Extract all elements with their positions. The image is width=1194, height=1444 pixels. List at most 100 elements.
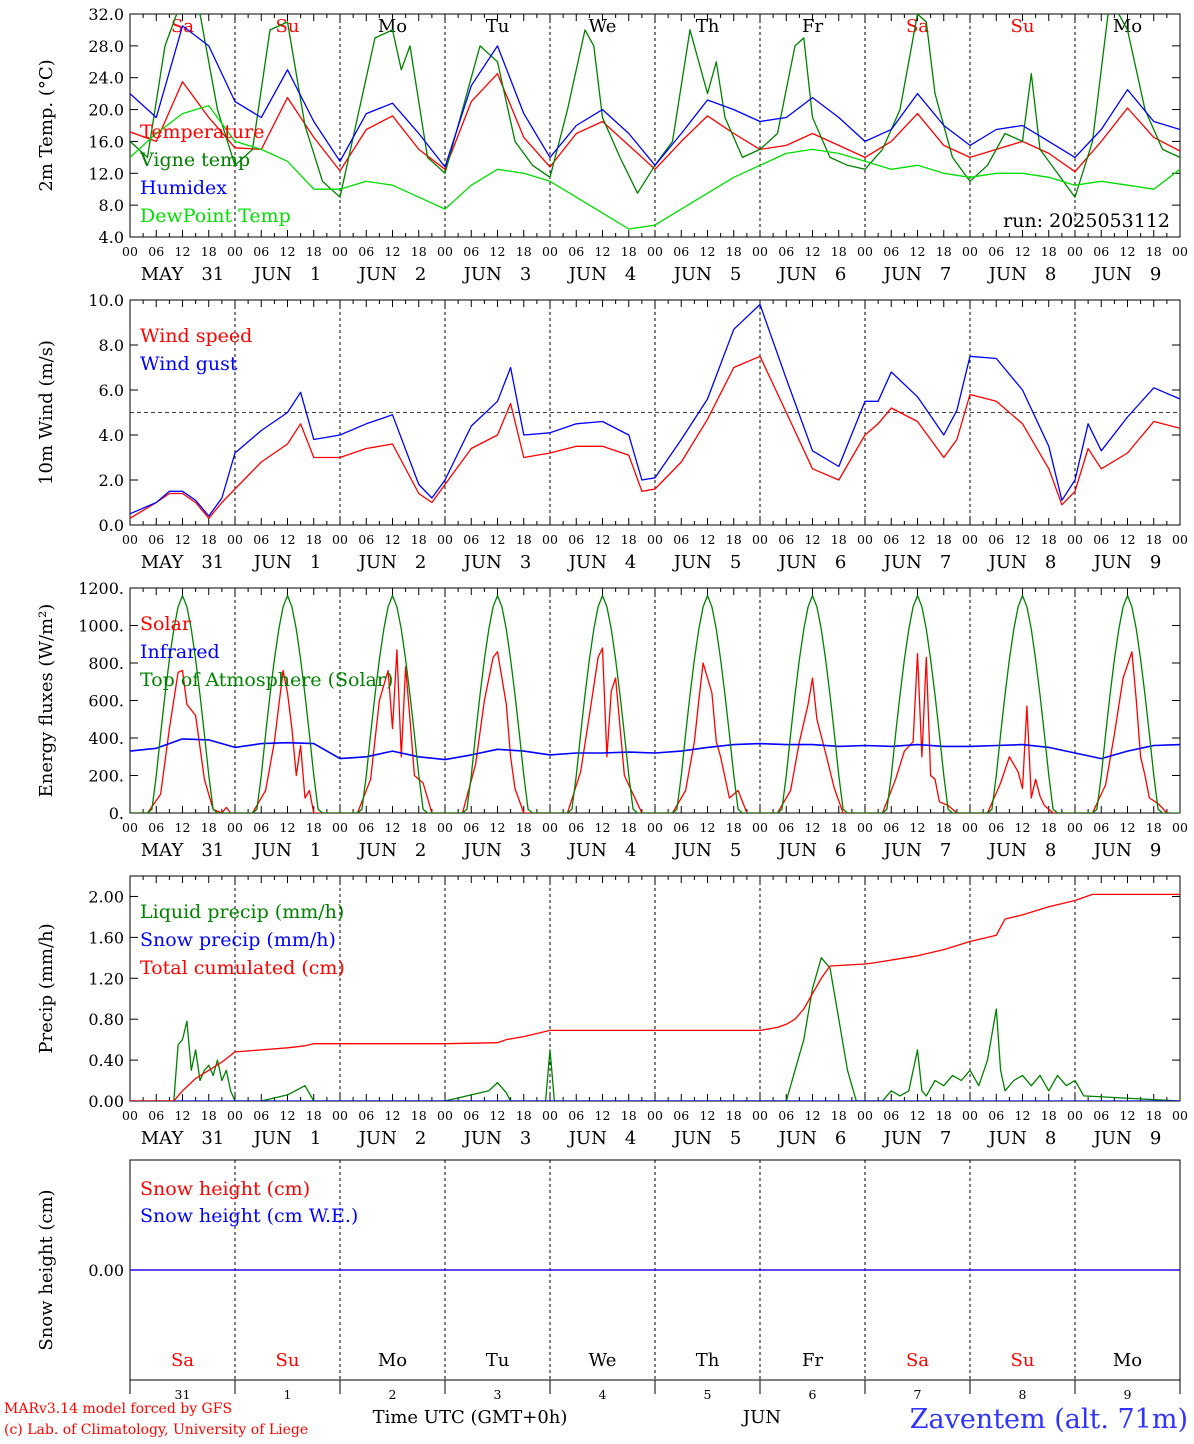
date-month: JUN — [987, 552, 1027, 573]
date-day: 7 — [940, 264, 951, 285]
y-tick-label: 2.0 — [99, 471, 124, 490]
date-month: JUN — [462, 840, 502, 861]
day-name-label: Su — [276, 1350, 300, 1371]
date-day: 5 — [730, 264, 741, 285]
x-hour-label: 18 — [306, 820, 322, 835]
temp-legend-entry: Temperature — [140, 121, 264, 143]
x-hour-label: 12 — [910, 244, 926, 259]
x-hour-label: 06 — [253, 820, 269, 835]
date-month: JUN — [252, 840, 292, 861]
x-hour-label: 06 — [463, 244, 479, 259]
x-hour-label: 12 — [700, 244, 716, 259]
x-hour-label: 06 — [148, 244, 164, 259]
date-month: JUN — [987, 264, 1027, 285]
x-hour-label: 06 — [1093, 820, 1109, 835]
temp-legend-entry: DewPoint Temp — [140, 205, 291, 227]
y-tick-label: 16.0 — [88, 132, 124, 151]
precip-legend-entry: Liquid precip (mm/h) — [140, 901, 344, 923]
y-tick-label: 0. — [109, 804, 124, 823]
day-number-label: 3 — [494, 1387, 502, 1402]
x-hour-label: 18 — [936, 1108, 952, 1123]
day-number-label: 8 — [1019, 1387, 1027, 1402]
day-name-label: Th — [696, 16, 720, 37]
x-date-label: JUN 2 — [357, 1128, 427, 1149]
x-hour-label: 12 — [1120, 244, 1136, 259]
footer: Time UTC (GMT+0h) JUN MARv3.14 model force… — [4, 1401, 1188, 1438]
date-month: JUN — [462, 1128, 502, 1149]
x-hour-label: 12 — [490, 244, 506, 259]
x-hour-label: 12 — [175, 820, 191, 835]
date-month: JUN — [462, 552, 502, 573]
date-day: 6 — [835, 264, 846, 285]
date-month: MAY — [141, 264, 185, 285]
date-month: JUN — [882, 552, 922, 573]
x-hour-label: 00 — [542, 532, 558, 547]
x-hour-label: 12 — [385, 820, 401, 835]
x-hour-label: 18 — [936, 532, 952, 547]
wind-series-wind-speed — [130, 355, 1180, 519]
y-tick-label: 4.0 — [99, 228, 124, 247]
x-hour-label: 12 — [805, 820, 821, 835]
x-hour-label: 06 — [883, 244, 899, 259]
x-hour-label: 00 — [857, 820, 873, 835]
y-tick-label: 20.0 — [88, 101, 124, 120]
date-day: 4 — [625, 264, 636, 285]
x-hour-label: 00 — [752, 532, 768, 547]
x-date-label: JUN 7 — [882, 264, 952, 285]
x-hour-label: 18 — [831, 244, 847, 259]
x-hour-label: 00 — [1067, 532, 1083, 547]
x-hour-label: 18 — [411, 820, 427, 835]
temp-series-group — [130, 14, 1180, 230]
precip-series-group — [130, 893, 1180, 1101]
x-date-label: JUN 5 — [672, 552, 742, 573]
x-hour-label: 18 — [936, 820, 952, 835]
date-month: JUN — [987, 840, 1027, 861]
x-hour-label: 06 — [253, 1108, 269, 1123]
y-tick-label: 2.00 — [88, 887, 124, 906]
snow-legend-entry: Snow height (cm W.E.) — [140, 1205, 358, 1227]
y-tick-label: 0.00 — [88, 1261, 124, 1280]
x-hour-label: 12 — [280, 244, 296, 259]
x-hour-label: 00 — [542, 1108, 558, 1123]
date-day: 31 — [201, 840, 224, 861]
date-month: JUN — [777, 264, 817, 285]
date-day: 5 — [730, 552, 741, 573]
x-date-label: JUN 6 — [777, 840, 847, 861]
x-date-label: JUN 6 — [777, 1128, 847, 1149]
x-date-label: JUN 4 — [567, 840, 637, 861]
day-name-label: Mo — [378, 1350, 407, 1371]
date-day: 5 — [730, 1128, 741, 1149]
x-hour-label: 00 — [437, 244, 453, 259]
x-hour-label: 12 — [595, 1108, 611, 1123]
x-hour-label: 12 — [805, 532, 821, 547]
temp-series-dewpoint-temp — [130, 104, 1180, 230]
x-hour-label: 00 — [437, 820, 453, 835]
y-tick-label: 1200. — [78, 579, 124, 598]
x-hour-label: 18 — [621, 1108, 637, 1123]
day-name-label: Tu — [486, 1350, 510, 1371]
x-date-label: JUN 2 — [357, 552, 427, 573]
date-day: 4 — [625, 840, 636, 861]
x-hour-label: 18 — [831, 820, 847, 835]
x-hour-label: 18 — [1041, 244, 1057, 259]
x-hour-label: 12 — [700, 1108, 716, 1123]
y-tick-label: 200. — [88, 767, 124, 786]
x-hour-label: 06 — [568, 820, 584, 835]
x-date-label: JUN 4 — [567, 552, 637, 573]
x-hour-label: 12 — [805, 1108, 821, 1123]
x-hour-label: 18 — [201, 820, 217, 835]
x-date-label: JUN 8 — [987, 840, 1057, 861]
x-hour-label: 12 — [910, 820, 926, 835]
x-hour-label: 18 — [516, 244, 532, 259]
x-hour-label: 00 — [962, 1108, 978, 1123]
date-month: JUN — [777, 840, 817, 861]
x-date-label: JUN 1 — [252, 552, 322, 573]
x-hour-label: 12 — [595, 532, 611, 547]
date-day: 2 — [415, 1128, 426, 1149]
y-tick-label: 0.00 — [88, 1092, 124, 1111]
x-hour-label: 12 — [385, 244, 401, 259]
x-hour-label: 00 — [647, 532, 663, 547]
date-day: 3 — [520, 264, 531, 285]
wind-legend-entry: Wind gust — [140, 353, 238, 375]
x-hour-label: 00 — [752, 820, 768, 835]
